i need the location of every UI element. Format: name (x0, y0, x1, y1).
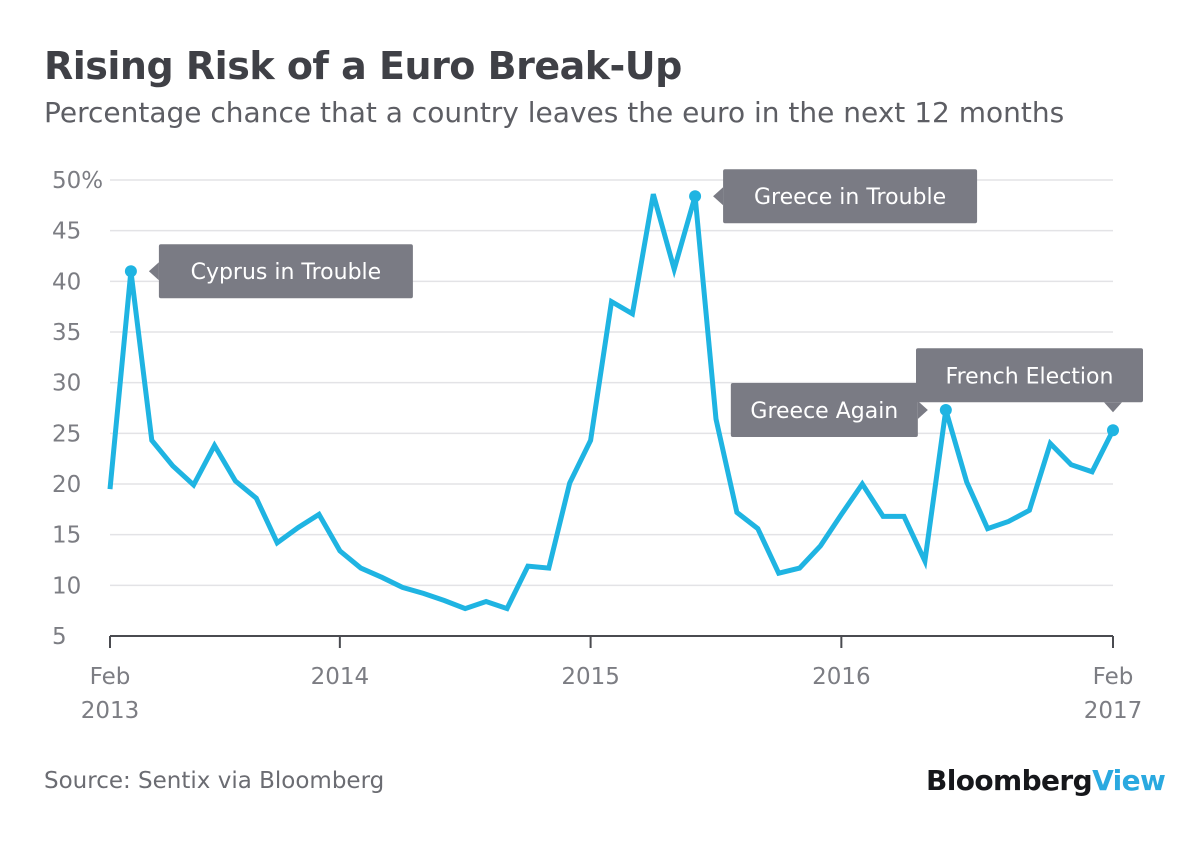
grid-lines (110, 179, 1113, 587)
x-tick-label: 2015 (561, 664, 620, 690)
x-tick-label: Feb (90, 664, 131, 690)
annotation-point (689, 190, 702, 203)
annotation-label: French Election (946, 364, 1114, 389)
y-tick-label: 45 (52, 219, 81, 245)
y-tick-label: 30 (52, 371, 81, 397)
annotation: Greece in Trouble (689, 169, 978, 224)
annotation-label: Greece Again (750, 399, 898, 424)
annotation-pointer (917, 401, 928, 420)
annotation-point (124, 265, 137, 278)
y-tick-label: 50% (52, 168, 103, 194)
source-note: Source: Sentix via Bloomberg (44, 768, 385, 794)
x-tick-label: 2013 (81, 698, 140, 724)
y-tick-label: 25 (52, 421, 81, 447)
logo-secondary: View (1092, 764, 1166, 797)
y-tick-label: 5 (52, 624, 67, 650)
bloomberg-view-logo: BloombergView (926, 764, 1166, 797)
x-tick-label: 2014 (311, 664, 370, 690)
annotation: Greece Again (730, 383, 952, 438)
x-tick-label: Feb (1093, 664, 1134, 690)
annotation: Cyprus in Trouble (124, 244, 413, 299)
annotation-point (939, 404, 952, 417)
annotation-point (1107, 424, 1119, 437)
y-tick-label: 40 (52, 269, 81, 295)
y-tick-label: 20 (52, 472, 81, 498)
y-tick-label: 10 (52, 573, 81, 599)
axes: 5 10 15 20 25 30 35 40 45 50% Feb 2013 2014 2015 2016 F… (52, 168, 1142, 724)
annotation-label: Cyprus in Trouble (191, 260, 382, 285)
x-tick-label: 2017 (1084, 698, 1143, 724)
annotation-pointer (713, 187, 724, 206)
annotation-box (723, 169, 978, 224)
annotation-label: Greece in Trouble (754, 185, 946, 210)
x-tick-label: 2016 (812, 664, 871, 690)
annotation-box (916, 348, 1143, 403)
annotation-box (158, 244, 413, 299)
chart-subtitle: Percentage chance that a country leaves … (44, 96, 1065, 129)
annotations: Cyprus in Trouble Greece in Trouble Greece… (124, 169, 1143, 438)
y-tick-label: 15 (52, 523, 81, 549)
annotation-pointer (148, 262, 159, 281)
annotation-box (730, 383, 918, 438)
chart-title: Rising Risk of a Euro Break-Up (44, 44, 682, 88)
logo-primary: Bloomberg (926, 764, 1093, 797)
annotation: French Election (916, 348, 1143, 437)
annotation-pointer (1104, 402, 1122, 413)
y-tick-label: 35 (52, 320, 81, 346)
